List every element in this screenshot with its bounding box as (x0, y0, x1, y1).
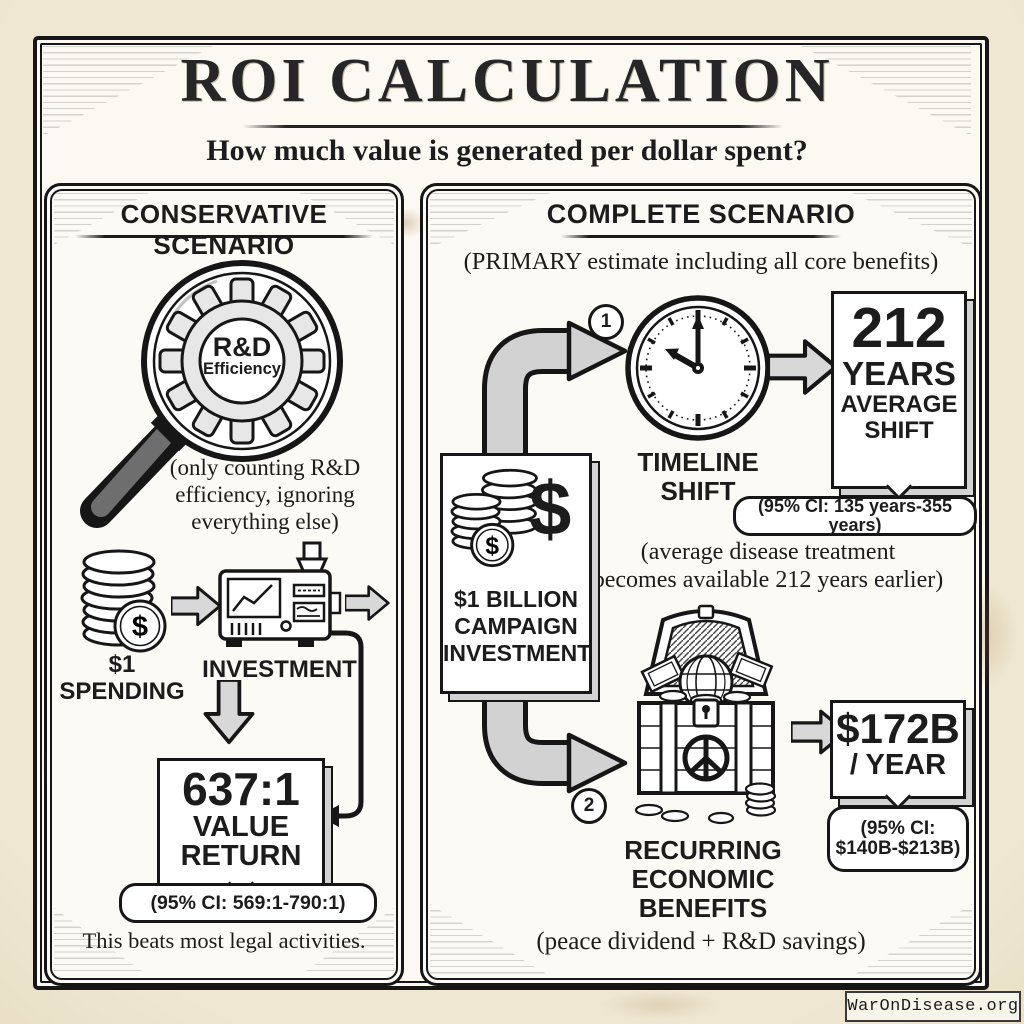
ci-text: (95% CI: 135 years-355 years) (757, 496, 953, 535)
step-circle-2: 2 (571, 788, 607, 824)
investment-line: CAMPAIGN (454, 613, 578, 640)
years-sub1: AVERAGE (840, 390, 958, 418)
flow-arrow-icon (768, 339, 838, 395)
treasure-chest-icon (634, 604, 777, 825)
benefits-label: RECURRING ECONOMIC BENEFITS (573, 835, 833, 924)
coin-stack-icon: $ (450, 468, 538, 568)
campaign-investment-box: $ $ $1 BILLION CAMPAIGN INVESTMENT (440, 453, 592, 694)
complete-header: COMPLETE SCENARIO (546, 199, 856, 229)
investment-line: $1 BILLION (454, 586, 578, 612)
complete-footnote: (peace dividend + R&D savings) (536, 928, 866, 955)
timeline-label: TIMELINE SHIFT (608, 448, 788, 505)
curved-arrow-icon (482, 320, 628, 463)
paper-stain (600, 990, 720, 1020)
benefits-ci-pill: (95% CI: $140B-$213B) (827, 806, 969, 872)
conservative-header-underline (75, 235, 373, 238)
timeline-label-line: TIMELINE (637, 447, 759, 477)
spending-line: SPENDING (59, 677, 185, 705)
timeline-note: (average disease treatment becomes avail… (548, 538, 988, 595)
gear-label: R&D Efficiency (172, 334, 312, 378)
conservative-ci-pill: (95% CI: 569:1-790:1) (119, 883, 377, 923)
result-label-line2: RETURN (180, 840, 302, 873)
page-title: ROI CALCULATION (180, 47, 834, 115)
down-arrow-icon (203, 680, 255, 745)
ci-text: $140B-$213B) (835, 838, 961, 859)
timeline-label-line: SHIFT (660, 475, 736, 506)
benefits-unit: / YEAR (849, 749, 947, 782)
result-label-line1: VALUE (192, 811, 290, 844)
title-block: ROI CALCULATION (33, 46, 981, 117)
complete-header-underline (561, 235, 841, 238)
spending-label: $1 SPENDING (57, 651, 187, 706)
machine-label: INVESTMENT (202, 656, 357, 683)
years-sub2: SHIFT (864, 417, 934, 445)
value-return-box: 637:1 VALUE RETURN (157, 758, 325, 897)
benefits-label-line: BENEFITS (638, 893, 768, 924)
gear-label-line2: Efficiency (203, 360, 281, 378)
dollar-symbol: $ (485, 533, 499, 560)
caption-line: everything else) (191, 509, 339, 535)
clock-icon (625, 295, 771, 441)
magnifier-gear-icon (80, 260, 343, 528)
benefits-value: $172B (836, 705, 960, 752)
page-subtitle: How much value is generated per dollar s… (206, 134, 808, 167)
note-line: (average disease treatment (640, 539, 896, 565)
step-circle-1: 1 (588, 304, 624, 340)
gear-label-line1: R&D (212, 332, 272, 362)
benefits-box: $172B / YEAR (830, 700, 966, 810)
title-divider (243, 125, 783, 128)
timeline-ci-pill: (95% CI: 135 years-355 years) (733, 496, 977, 536)
flow-arrow-icon (345, 585, 390, 621)
panel-complete: COMPLETE SCENARIO (PRIMARY estimate incl… (420, 183, 982, 986)
watermark: WarOnDisease.org (845, 991, 1021, 1022)
step-number: 1 (600, 311, 612, 332)
ci-text: (95% CI: (860, 818, 936, 840)
note-line: becomes available 212 years earlier) (592, 567, 944, 594)
conservative-footnote: This beats most legal activities. (82, 928, 366, 953)
years-value: 212 (851, 296, 947, 360)
investment-box-label: $1 BILLION CAMPAIGN INVESTMENT (443, 586, 592, 667)
panel-conservative: CONSERVATIVE SCENARIO (44, 183, 404, 986)
years-unit: YEARS (842, 355, 956, 392)
ci-text: (95% CI: 569:1-790:1) (150, 891, 346, 914)
big-dollar-symbol: $ (529, 467, 572, 552)
caption-line: (only counting R&D (169, 455, 361, 480)
result-value: 637:1 (182, 763, 300, 815)
dollar-symbol: $ (132, 611, 148, 643)
investment-line: INVESTMENT (443, 640, 592, 667)
flow-arrow-icon (171, 585, 222, 627)
benefits-label-line: ECONOMIC (631, 864, 775, 895)
complete-subheader: (PRIMARY estimate including all core ben… (463, 248, 939, 275)
years-box: 212 YEARS AVERAGE SHIFT (831, 291, 967, 500)
curved-arrow-icon (482, 683, 628, 794)
coin-stack-icon: $ (80, 549, 167, 653)
spending-line: $1 (108, 651, 136, 678)
caption-line: efficiency, ignoring (175, 482, 355, 508)
investment-machine-icon (218, 541, 342, 647)
benefits-label-line: RECURRING (624, 835, 782, 865)
conservative-caption: (only counting R&D efficiency, ignoring … (110, 454, 420, 535)
step-number: 2 (583, 795, 595, 816)
